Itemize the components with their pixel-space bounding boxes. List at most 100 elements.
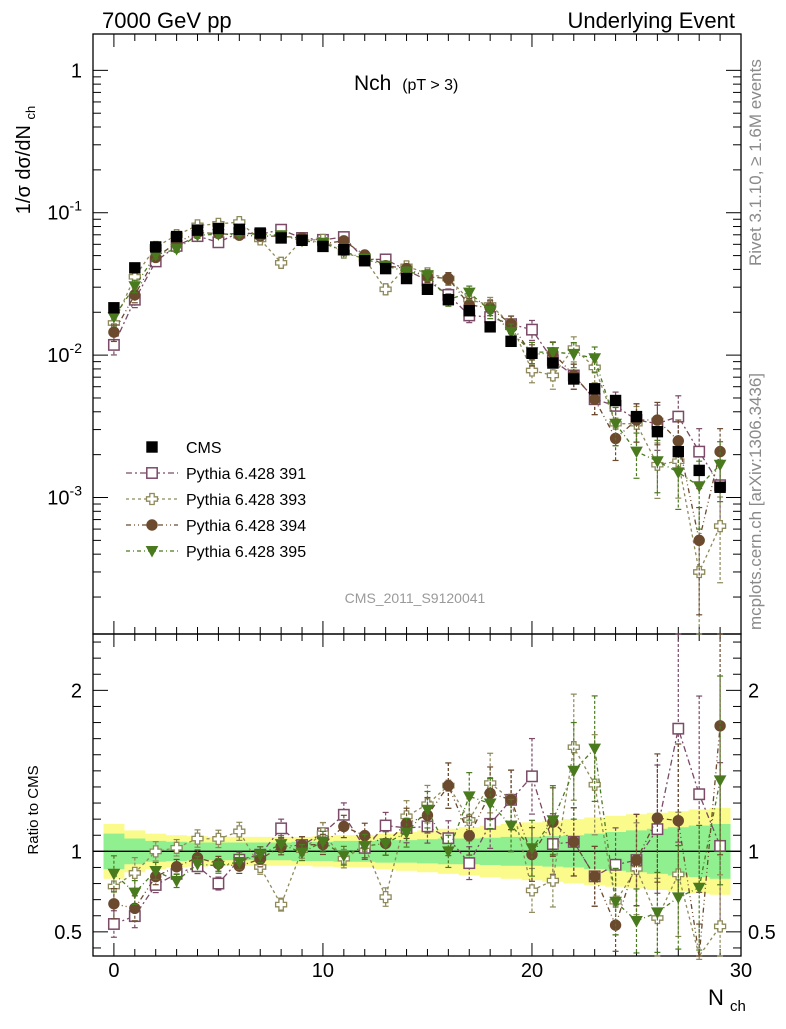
- ratio-point: [713, 775, 727, 787]
- xlabel: N ch: [708, 985, 746, 1015]
- series-cms: [108, 222, 726, 493]
- cms-data-point: [421, 283, 434, 295]
- ratio-point: [128, 887, 142, 900]
- chart-title-main: Nch: [354, 72, 391, 95]
- data-point: [713, 519, 727, 533]
- ratio-point: [379, 838, 392, 850]
- cms-data-point: [129, 262, 141, 274]
- data-point: [504, 327, 518, 339]
- ratio-point: [525, 843, 539, 855]
- ratio-point: [651, 812, 664, 824]
- data-point: [546, 369, 560, 382]
- legend: CMS Pythia 6.428 391 Pythia 6.428 393 Pythi…: [126, 440, 306, 561]
- ratio-point: [609, 896, 622, 909]
- cms-data-point: [359, 255, 371, 267]
- ratio-point: [253, 849, 267, 862]
- cms-data-point: [108, 302, 120, 314]
- xlabel-sub: ch: [730, 998, 746, 1015]
- ratio-point: [692, 882, 706, 895]
- ratio-point: [588, 778, 601, 791]
- cms-data-point: [212, 222, 225, 235]
- ylabel-top-sub: ch: [23, 106, 38, 120]
- ratio-point: [567, 765, 581, 778]
- cms-data-point: [170, 230, 183, 243]
- data-point: [609, 418, 622, 431]
- legend-marker: [146, 467, 158, 479]
- cms-data-point: [254, 227, 266, 239]
- cms-data-point: [275, 232, 287, 244]
- ratio-tick-label-right: 0.5: [748, 922, 776, 944]
- data-point: [525, 364, 539, 377]
- ratio-tick-label-right: 1: [748, 841, 759, 863]
- y-tick-label: 10-2: [47, 340, 82, 367]
- ratio-point: [567, 741, 580, 754]
- ylabel-bottom: Ratio to CMS: [25, 765, 42, 854]
- x-tick-label: 0: [108, 960, 119, 982]
- ratio-tick-label-left: 2: [71, 680, 82, 702]
- chart-title-sub: (pT > 3): [402, 77, 458, 94]
- ratio-point: [212, 877, 225, 890]
- data-point: [671, 467, 685, 479]
- ratio-point: [337, 850, 351, 863]
- ratio-point: [212, 832, 225, 846]
- ratio-point: [568, 836, 580, 848]
- legend-marker: [145, 546, 159, 558]
- ratio-point: [526, 770, 538, 783]
- ratio-point: [316, 836, 330, 849]
- cms-data-point: [400, 272, 413, 285]
- cms-data-point: [526, 347, 538, 359]
- cms-data-point: [547, 357, 559, 369]
- data-point: [630, 446, 643, 459]
- legend-marker: [146, 441, 158, 453]
- legend-entry: Pythia 6.428 391: [126, 466, 306, 483]
- ratio-point: [400, 827, 413, 840]
- ratio-point: [462, 791, 476, 803]
- ratio-point: [463, 829, 475, 842]
- ratio-point: [546, 874, 560, 887]
- legend-entry: Pythia 6.428 393: [126, 492, 306, 509]
- data-point: [526, 323, 538, 336]
- data-point: [400, 266, 413, 279]
- ratio-point: [170, 841, 183, 854]
- ylabel-top: 1/σ dσ/dN ch: [13, 106, 38, 214]
- ratio-point: [504, 820, 518, 833]
- cms-data-point: [191, 224, 204, 236]
- ratio-point: [442, 779, 455, 792]
- ratio-point: [483, 798, 497, 811]
- data-point: [128, 281, 142, 293]
- data-point: [421, 270, 434, 282]
- ratio-point: [107, 918, 120, 930]
- data-point: [274, 256, 288, 269]
- cms-data-point: [505, 335, 517, 348]
- y-tick-label: 10-3: [47, 483, 82, 510]
- x-tick-label: 20: [521, 960, 543, 982]
- cms-data-point: [714, 481, 726, 493]
- data-point: [651, 456, 664, 468]
- ratio-point: [170, 875, 183, 888]
- axis-tick-labels: 0 10 20 30 10-3 10-2 10-1 1 0.5 0.5 1 1 2 2: [47, 60, 776, 982]
- ratio-point: [233, 825, 246, 838]
- header-right: Underlying Event: [567, 8, 735, 33]
- data-point: [692, 481, 706, 493]
- data-series: [107, 215, 727, 960]
- cms-data-point: [463, 305, 475, 317]
- chart-title: Nch (pT > 3): [354, 72, 458, 95]
- data-point: [693, 445, 706, 458]
- ratio-point: [295, 847, 309, 860]
- ratio-point: [588, 743, 602, 756]
- ratio-point: [671, 892, 685, 904]
- legend-marker: [145, 492, 159, 506]
- x-tick-label: 30: [730, 960, 752, 982]
- ratio-point: [149, 866, 163, 878]
- ratio-point: [442, 846, 455, 858]
- ratio-point: [170, 861, 183, 873]
- ratio-point: [191, 859, 204, 871]
- ratio-tick-label-left: 1: [71, 841, 82, 863]
- ratio-tick-label-right: 2: [748, 680, 759, 702]
- ratio-point: [463, 857, 476, 870]
- side-label-rivet: Rivet 3.1.10, ≥ 1.6M events: [746, 59, 765, 266]
- ylabel-top-main: 1/σ dσ/dN: [13, 125, 35, 214]
- cms-data-point: [150, 241, 162, 253]
